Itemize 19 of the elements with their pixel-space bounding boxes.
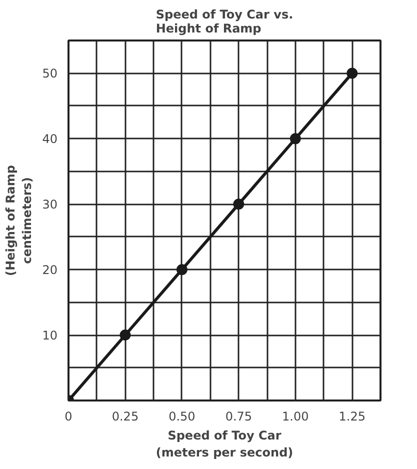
x-tick-label: 0 — [64, 410, 72, 424]
y-tick-label: 30 — [42, 198, 58, 212]
x-tick-label: 1.25 — [338, 410, 366, 424]
point — [233, 198, 244, 210]
x-tick-label: 0.75 — [225, 410, 252, 424]
chart-title: Speed of Toy Car vs. Height of Ramp — [156, 8, 294, 36]
x-tick-label: 0.50 — [168, 410, 196, 424]
y-tick-label: 40 — [42, 132, 58, 146]
point — [176, 264, 188, 276]
point — [346, 68, 358, 79]
y-axis-title: (Height of Ramp centimeters) — [3, 164, 34, 276]
y-tick-label: 20 — [42, 263, 58, 278]
point — [120, 330, 131, 341]
x-tick-label: 1.00 — [282, 410, 309, 424]
y-tick-label: 10 — [42, 328, 58, 343]
y-tick-label: 50 — [42, 66, 58, 81]
point — [290, 133, 301, 144]
x-axis-title: Speed of Toy Car (meters per second) — [156, 428, 294, 460]
x-tick-label: 0.25 — [112, 410, 139, 424]
